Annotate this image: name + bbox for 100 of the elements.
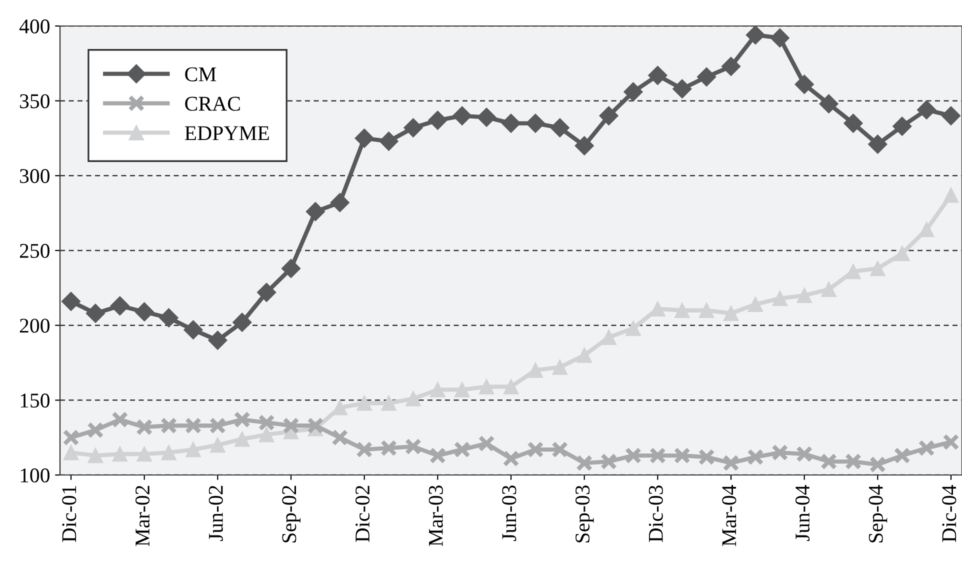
point [208,330,228,350]
point [626,320,641,336]
point [452,106,472,126]
x-tick-label: Jun-03 [502,486,516,541]
point [870,260,886,276]
y-tick-label: 200 [20,318,50,333]
point [868,134,888,154]
point [697,67,716,86]
point [601,330,616,345]
point [332,400,348,416]
point [478,379,494,394]
point [232,312,252,332]
point [600,453,618,470]
legend-label: CRAC [185,96,240,111]
point [380,440,398,456]
point [721,56,741,76]
x-tick-label: Jun-04 [795,485,810,541]
point [136,446,152,462]
point [674,302,690,318]
point [624,82,643,102]
point [917,100,936,120]
point [454,382,470,398]
point [184,417,202,434]
point [821,282,836,298]
x-tick-label: Dic-04 [942,485,956,542]
x-tick-label: Mar-03 [428,486,443,546]
y-tick-label: 250 [20,244,50,258]
point [404,438,422,455]
point [502,450,520,467]
point [184,320,203,340]
point [210,437,226,453]
point [552,441,568,458]
y-tick-label: 350 [20,94,50,108]
point [501,114,521,133]
y-tick-label: 400 [19,19,50,34]
point [86,304,105,323]
point [796,446,813,462]
point [478,435,495,452]
point [429,447,446,464]
point [209,417,226,434]
point [722,454,740,472]
point [819,94,838,114]
point [61,292,81,311]
point [159,308,178,328]
point [356,441,373,458]
point [330,193,350,212]
point [748,296,764,312]
point [406,391,421,406]
point [576,348,592,363]
point [136,418,153,436]
x-tick-label: Dic-03 [648,486,663,542]
point [794,74,814,94]
x-tick-label: Sep-03 [575,486,594,542]
point [526,114,545,133]
point [404,118,423,138]
point [624,447,642,464]
y-tick-label: 150 [20,394,50,408]
point [698,302,714,318]
point [87,422,104,438]
point [550,118,570,138]
x-tick-label: Mar-04 [722,485,736,546]
point [134,302,154,322]
point [528,362,544,378]
point [941,106,961,126]
point [112,446,128,462]
point [942,434,960,450]
point [88,448,104,464]
point [160,417,178,434]
point [894,447,910,464]
point [869,456,886,473]
point [234,411,250,428]
x-tick-label: Dic-02 [355,486,370,542]
point [186,442,201,458]
point [307,417,324,434]
point [477,108,496,127]
point [772,444,788,461]
point [576,454,593,472]
point [356,396,372,411]
point [112,411,128,428]
point [110,296,130,316]
x-tick-label: Jun-02 [208,486,223,541]
point [332,429,348,446]
point [723,306,739,321]
x-tick-label: Mar-02 [135,486,150,546]
point [943,187,959,203]
point [796,288,812,304]
x-tick-label: Sep-04 [868,485,888,542]
point [63,444,79,460]
point [747,448,764,466]
point [599,106,618,126]
point [894,246,910,262]
point [892,116,912,136]
point [258,414,275,431]
point [698,448,715,466]
point [379,132,398,151]
point [918,440,935,456]
point [306,202,325,222]
point [527,441,544,458]
point [281,258,301,278]
point [746,26,765,45]
